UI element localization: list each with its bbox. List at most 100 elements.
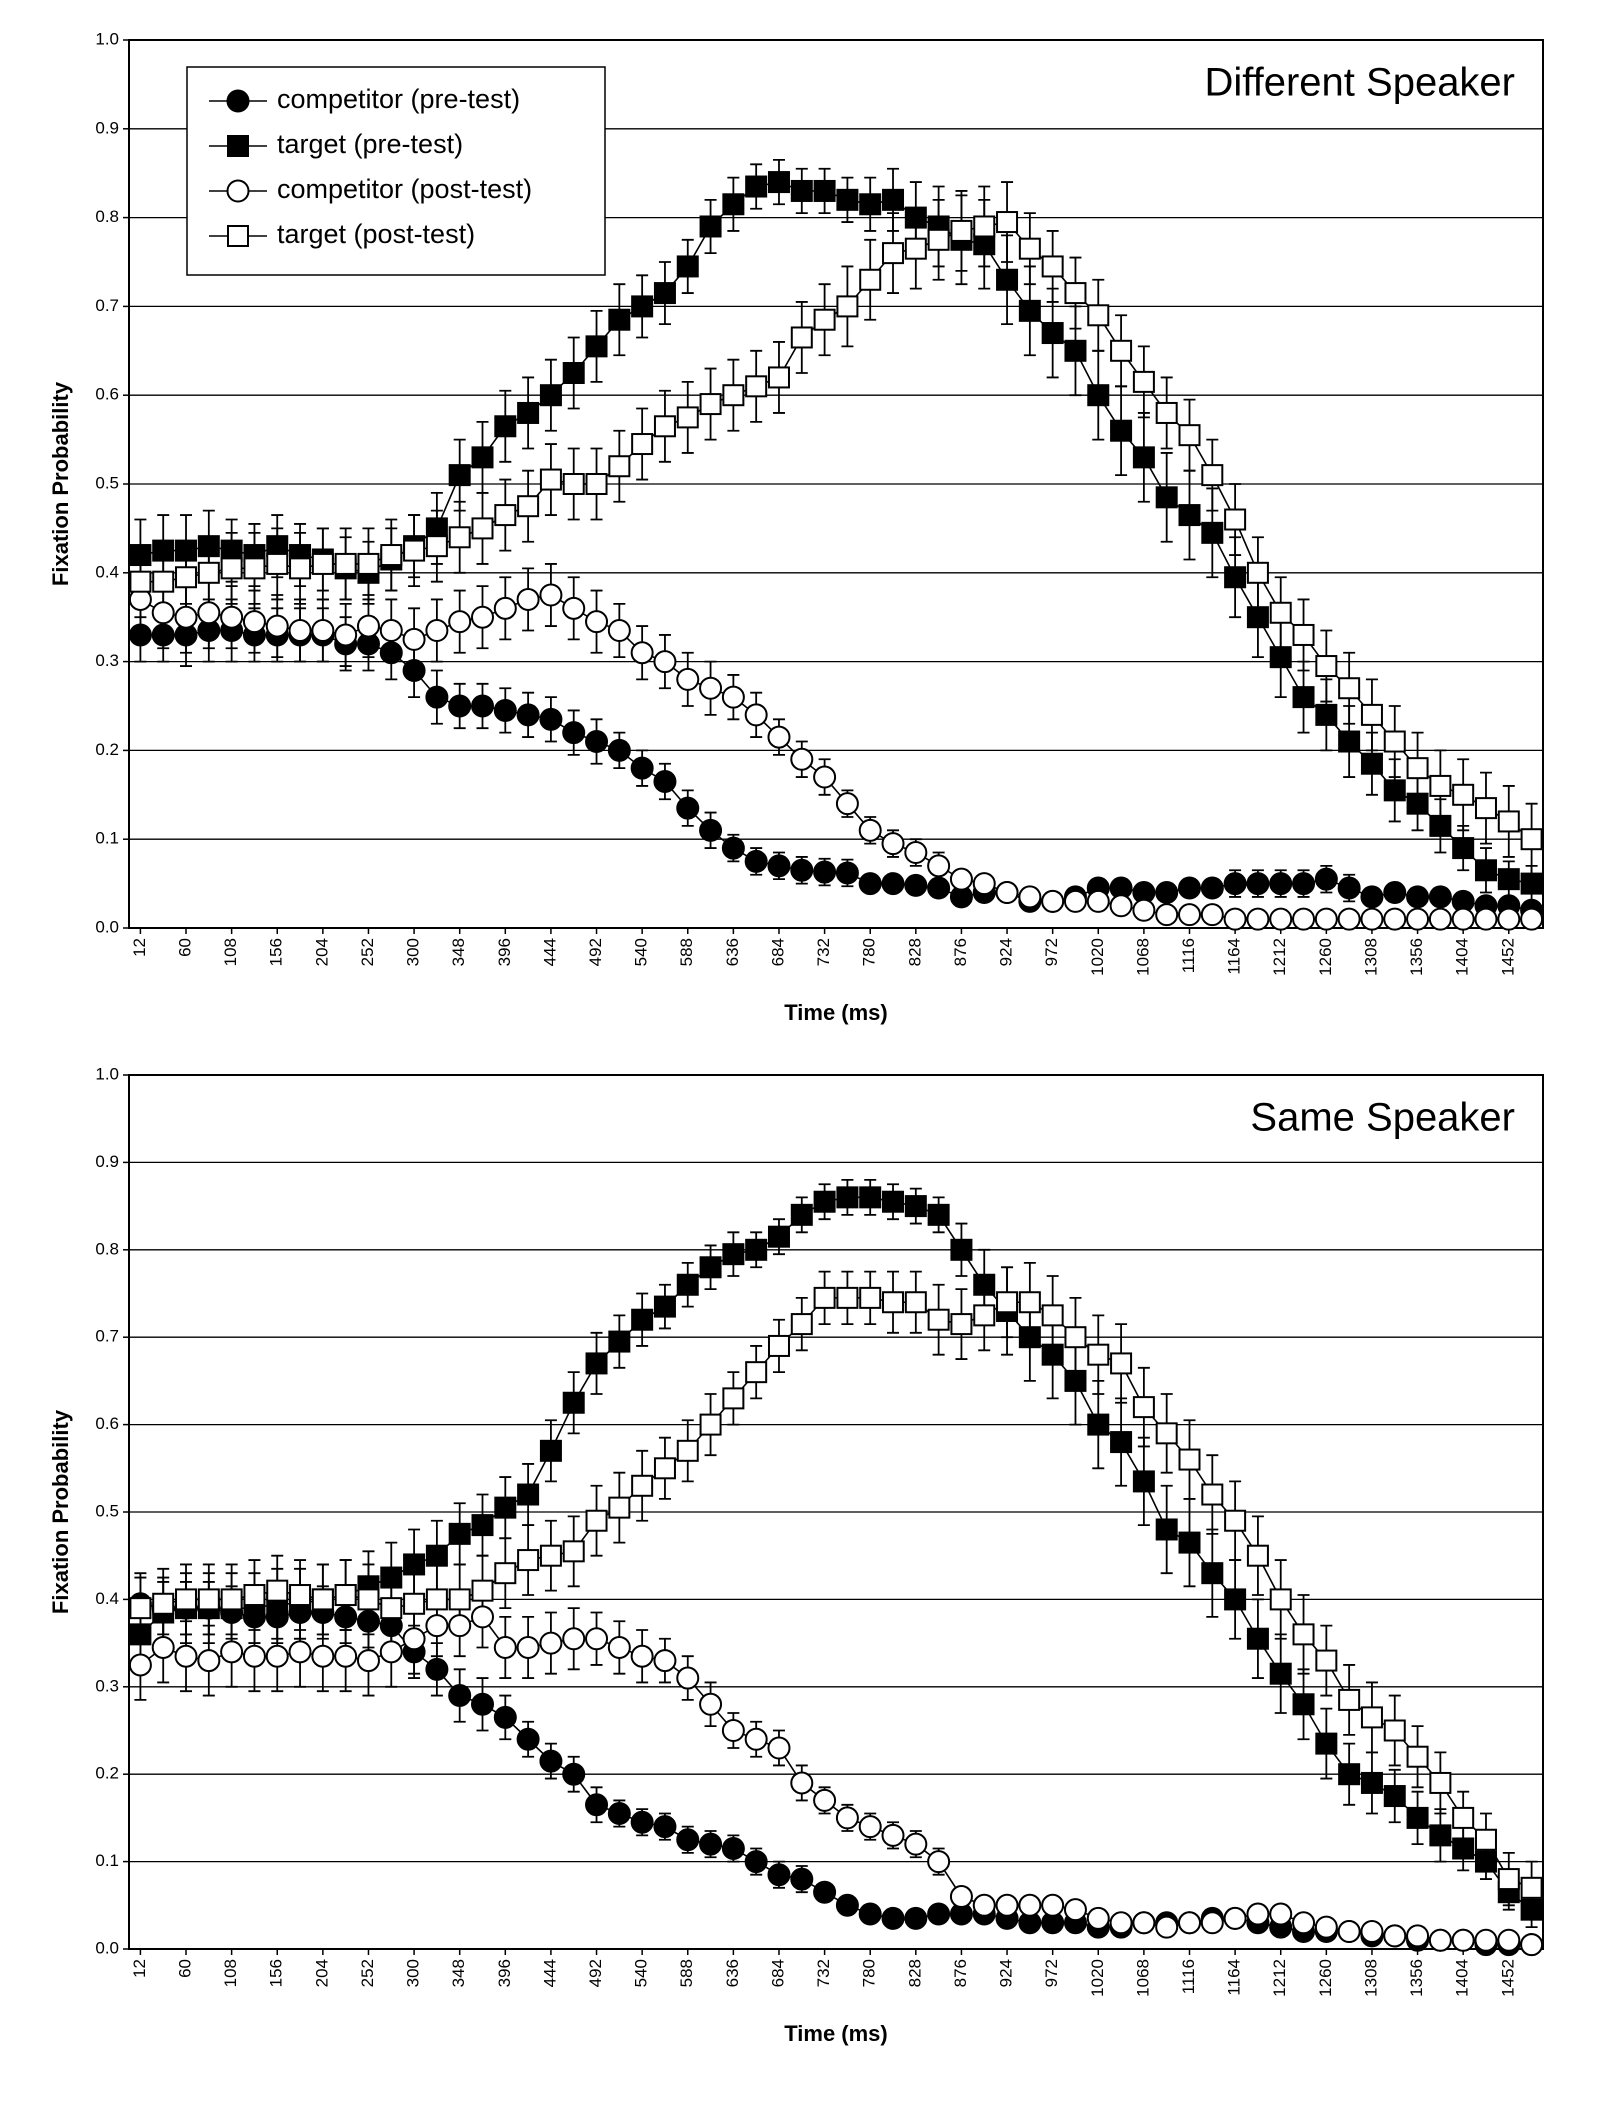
data-point <box>1337 876 1361 900</box>
x-tick-label: 204 <box>312 1959 331 1987</box>
data-point <box>448 526 471 549</box>
data-point <box>152 1592 175 1615</box>
legend-label: target (post-test) <box>277 219 475 249</box>
x-tick-label: 60 <box>176 938 195 957</box>
data-point <box>471 517 494 540</box>
data-point <box>1383 907 1407 931</box>
x-tick-label: 492 <box>586 1959 605 1987</box>
x-tick-label: 540 <box>632 938 651 966</box>
y-tick-label: 0.2 <box>95 1764 119 1783</box>
data-point <box>379 1640 403 1664</box>
legend-marker <box>226 89 250 113</box>
data-point <box>1178 903 1201 927</box>
x-tick-label: 252 <box>358 938 377 966</box>
data-point <box>1292 1623 1315 1646</box>
data-point <box>334 1644 358 1668</box>
data-point <box>630 1644 654 1668</box>
data-point <box>927 1203 950 1226</box>
data-point <box>1018 237 1041 260</box>
data-point <box>950 1238 973 1261</box>
data-point <box>1315 703 1338 726</box>
data-point <box>1429 774 1452 797</box>
legend-marker <box>226 179 250 203</box>
data-point <box>1337 1920 1361 1944</box>
data-point <box>425 535 448 558</box>
y-tick-label: 0.6 <box>95 385 119 404</box>
x-tick-label: 780 <box>860 1959 879 1987</box>
y-tick-label: 0.8 <box>95 1239 119 1258</box>
x-tick-label: 444 <box>540 938 559 966</box>
data-point <box>288 1640 312 1664</box>
data-point <box>699 1692 723 1716</box>
data-point <box>265 614 289 638</box>
data-point <box>129 544 152 567</box>
data-point <box>881 832 905 856</box>
data-point <box>471 605 494 629</box>
data-point <box>699 1832 723 1856</box>
x-tick-label: 684 <box>768 1959 787 1987</box>
data-point <box>676 1828 700 1852</box>
data-point <box>562 1540 585 1563</box>
data-point <box>152 539 175 562</box>
data-point <box>1406 792 1429 815</box>
x-tick-label: 1212 <box>1270 938 1289 976</box>
data-point <box>356 1649 380 1673</box>
data-point <box>1223 907 1247 931</box>
data-point <box>539 707 563 731</box>
x-tick-label: 636 <box>723 938 742 966</box>
data-point <box>1474 1850 1497 1873</box>
x-axis-label: Time (ms) <box>784 1000 888 1025</box>
data-point <box>699 676 723 700</box>
data-point <box>904 841 928 865</box>
data-point <box>835 1893 859 1917</box>
data-point <box>1452 837 1475 860</box>
data-point <box>1269 601 1292 624</box>
data-point <box>1063 1898 1087 1922</box>
data-point <box>608 1496 631 1519</box>
data-point <box>1041 255 1064 278</box>
data-point <box>813 1190 836 1213</box>
data-point <box>1178 504 1201 527</box>
data-point <box>1064 1369 1087 1392</box>
x-tick-label: 60 <box>176 1959 195 1978</box>
data-point <box>835 861 859 885</box>
data-point <box>562 473 585 495</box>
data-point <box>516 587 540 611</box>
data-point <box>722 1387 745 1410</box>
data-point <box>1132 446 1155 469</box>
data-point <box>790 858 814 882</box>
data-point <box>1406 885 1430 909</box>
data-point <box>1520 1876 1543 1899</box>
data-point <box>1223 1906 1247 1930</box>
data-point <box>676 796 700 820</box>
data-point <box>1178 1531 1201 1554</box>
data-point <box>425 1614 449 1638</box>
data-point <box>858 1815 882 1839</box>
data-point <box>151 1635 175 1659</box>
data-point <box>266 1579 289 1602</box>
data-point <box>539 1631 563 1655</box>
data-point <box>1087 1413 1110 1436</box>
data-point <box>767 1334 790 1357</box>
data-point <box>1383 1785 1406 1808</box>
data-point <box>403 1592 426 1615</box>
data-point <box>585 730 609 754</box>
data-point <box>220 1640 244 1664</box>
data-point <box>516 1635 540 1659</box>
data-point <box>128 623 152 647</box>
data-point <box>1360 885 1384 909</box>
data-point <box>334 1584 357 1607</box>
data-point <box>493 1635 517 1659</box>
data-point <box>904 873 928 897</box>
data-point <box>1246 1544 1269 1567</box>
data-point <box>379 641 403 665</box>
data-point <box>631 433 654 456</box>
x-tick-label: 684 <box>768 938 787 966</box>
data-point <box>973 215 996 238</box>
data-point <box>1406 757 1429 780</box>
data-point <box>813 1788 837 1812</box>
data-point <box>197 561 220 584</box>
data-point <box>357 1588 380 1611</box>
data-point <box>197 601 221 625</box>
x-tick-label: 1164 <box>1225 938 1244 975</box>
